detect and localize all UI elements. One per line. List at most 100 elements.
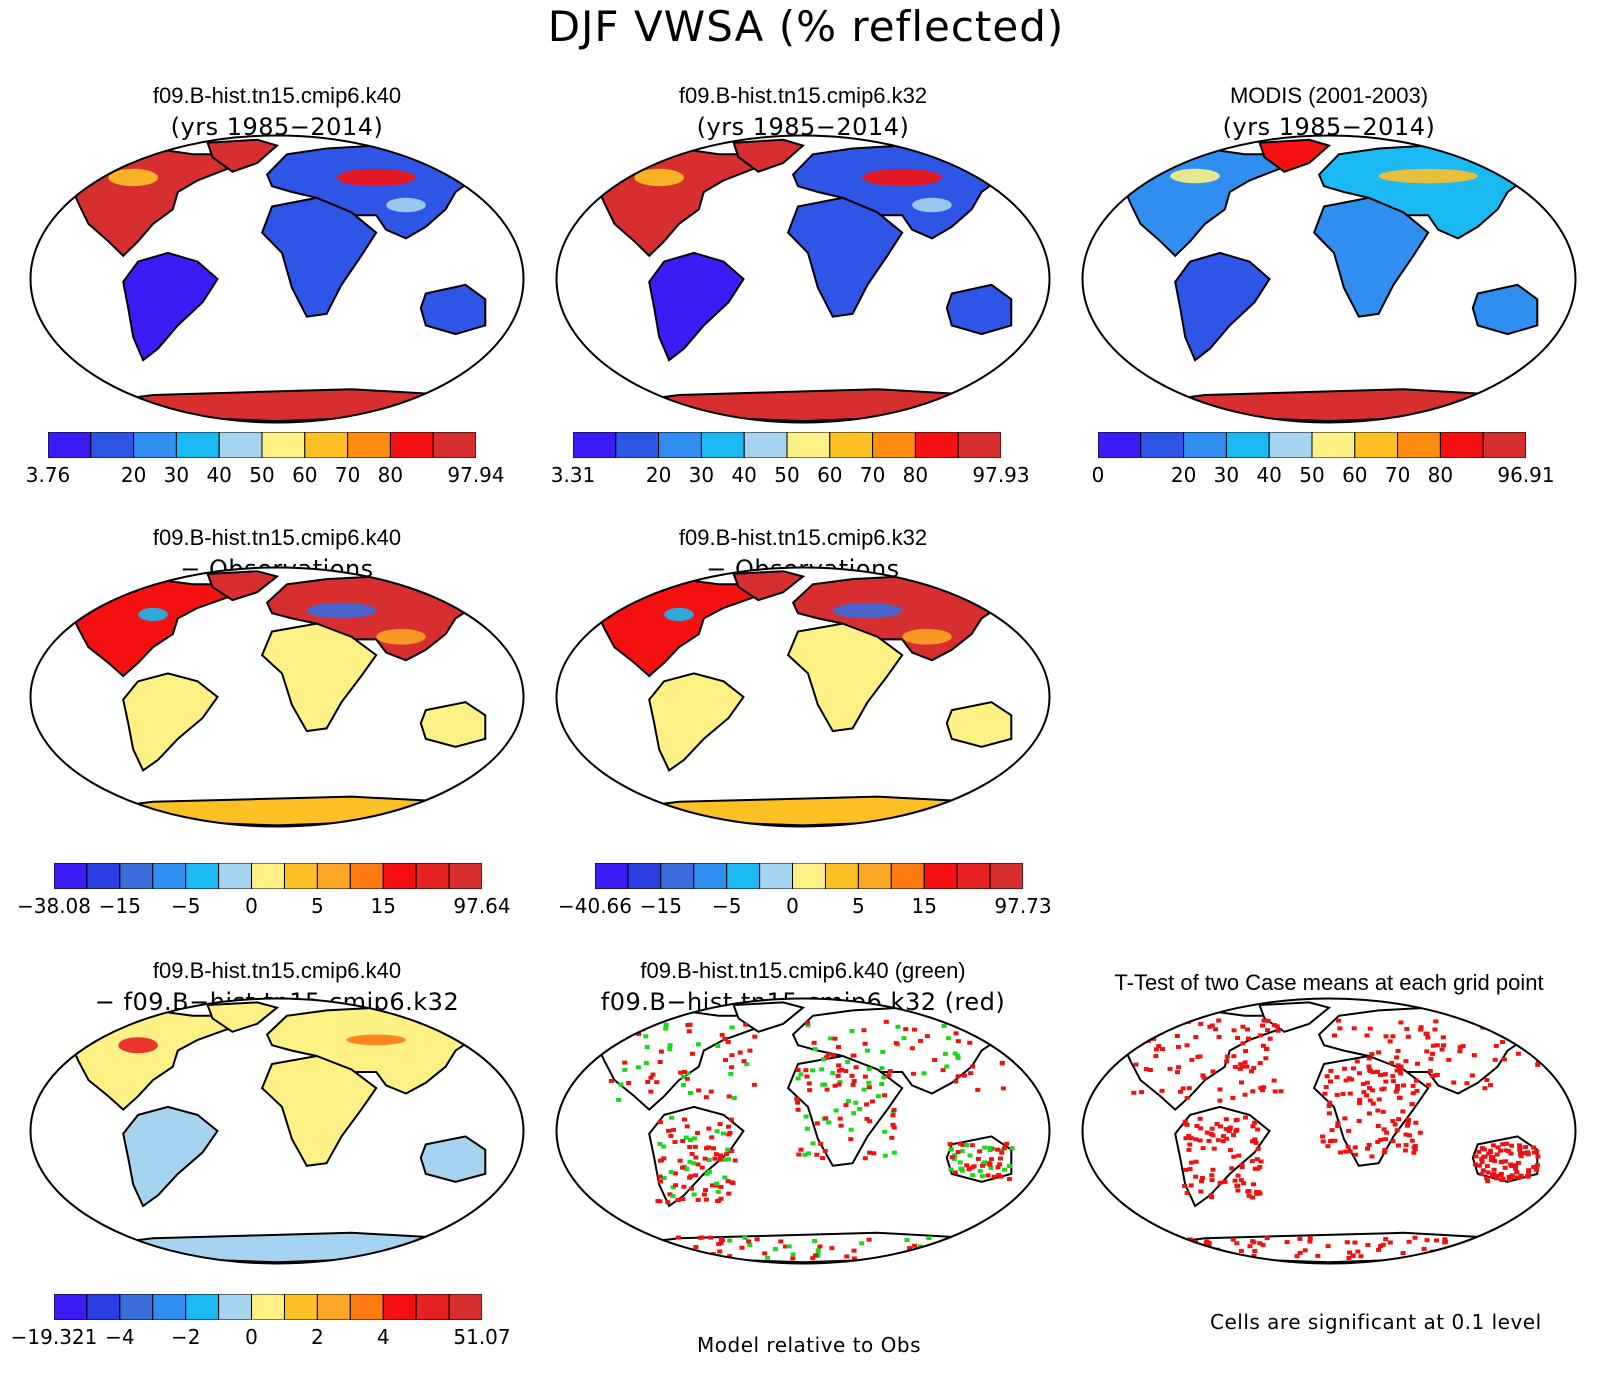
colorbar-swatch xyxy=(415,1294,450,1320)
significant-cell xyxy=(1206,1241,1212,1246)
significant-cell xyxy=(912,1250,918,1255)
colorbar-swatch xyxy=(792,863,826,889)
significant-cell xyxy=(703,1197,709,1202)
significant-cell xyxy=(1451,1080,1457,1085)
significant-cell xyxy=(1334,1075,1340,1080)
significant-cell xyxy=(692,1144,698,1149)
significant-cell xyxy=(1175,1044,1181,1049)
significant-cell xyxy=(1239,1165,1245,1170)
significant-cell xyxy=(1232,1064,1238,1069)
significant-cell xyxy=(1197,1116,1203,1121)
colorbar-swatch xyxy=(175,432,220,458)
significant-cell xyxy=(1217,1180,1223,1185)
significant-cell xyxy=(911,1027,917,1032)
significant-cell xyxy=(1389,1060,1395,1065)
significant-cell xyxy=(890,1110,896,1115)
significant-cell xyxy=(680,1165,686,1170)
significant-cell xyxy=(969,1143,975,1148)
significant-cell xyxy=(1177,1243,1183,1248)
significant-cell xyxy=(862,1041,868,1046)
value-patch xyxy=(108,168,158,187)
significant-cell xyxy=(1227,1126,1233,1131)
significant-cell xyxy=(1177,1089,1183,1094)
significant-cell xyxy=(1334,1092,1340,1097)
significant-cell xyxy=(1528,1032,1534,1037)
colorbar-swatch xyxy=(185,1294,220,1320)
significant-cell xyxy=(615,1020,621,1025)
panel-title: f09.B-hist.tn15.cmip6.k32 xyxy=(678,83,928,108)
significant-cell xyxy=(1428,1056,1434,1061)
significant-cell xyxy=(1366,1064,1372,1069)
significant-cell xyxy=(918,1038,924,1043)
significant-cell xyxy=(680,1197,686,1202)
map-border xyxy=(1081,997,1577,1265)
landmass-africa xyxy=(1312,196,1430,318)
significant-cell xyxy=(1356,1071,1362,1076)
significant-cell xyxy=(798,1072,804,1077)
significant-cell xyxy=(688,1174,694,1179)
significant-cell xyxy=(988,1157,994,1162)
significant-cell xyxy=(921,1071,927,1076)
significant-cell xyxy=(1199,1246,1205,1251)
significant-cell xyxy=(1002,1031,1008,1036)
panel-title: f09.B-hist.tn15.cmip6.k32 xyxy=(678,525,928,550)
significant-cell xyxy=(1343,1149,1349,1154)
colorbar-label: 60 xyxy=(1342,463,1368,487)
significant-cell xyxy=(1147,1068,1153,1073)
colorbar xyxy=(54,863,482,889)
significant-cell xyxy=(644,1246,650,1251)
landmass-samerica xyxy=(648,672,745,772)
value-patch xyxy=(386,197,426,213)
significant-cell xyxy=(1350,1253,1356,1258)
colorbar-swatch xyxy=(251,863,285,889)
figure-title: DJF VWSA (% reflected) xyxy=(547,2,1065,51)
significant-cell xyxy=(728,1071,734,1076)
significant-cell xyxy=(1404,1123,1410,1128)
significant-cell xyxy=(963,1249,969,1254)
colorbar-swatch xyxy=(218,1294,253,1320)
significant-cell xyxy=(953,1079,959,1084)
landmass-australia xyxy=(419,1135,487,1183)
significant-cell xyxy=(1494,1152,1500,1157)
colorbar-label: 70 xyxy=(859,463,886,487)
significant-cell xyxy=(1263,1056,1269,1061)
significant-cell xyxy=(1390,1139,1396,1144)
significant-cell xyxy=(862,1074,868,1079)
colorbar-label: 97.93 xyxy=(972,463,1030,487)
significant-cell xyxy=(1514,1032,1520,1037)
significant-cell xyxy=(681,1184,687,1189)
significant-cell xyxy=(955,1150,961,1155)
significant-cell xyxy=(1406,1133,1412,1138)
significant-cell xyxy=(1532,1035,1538,1040)
significant-cell xyxy=(1158,1247,1164,1252)
significant-cell xyxy=(965,1241,971,1246)
significant-cell xyxy=(1409,1138,1415,1143)
significant-cell xyxy=(1513,1163,1519,1168)
significant-cell xyxy=(1490,1143,1496,1148)
colorbar-swatch xyxy=(1354,432,1399,458)
significant-cell xyxy=(1193,1035,1199,1040)
significant-cell xyxy=(1347,1149,1353,1154)
significant-cell xyxy=(1405,1118,1411,1123)
colorbar-swatch xyxy=(382,863,417,889)
significant-cell xyxy=(706,1169,712,1174)
significant-cell xyxy=(843,1068,849,1073)
significant-cell xyxy=(636,1031,642,1036)
significant-cell xyxy=(695,1131,701,1136)
significant-cell xyxy=(732,1158,738,1163)
significant-cell xyxy=(1131,1042,1137,1047)
significant-cell xyxy=(869,1099,875,1104)
significant-cell xyxy=(667,1255,673,1260)
colorbar-label: 30 xyxy=(688,463,715,487)
significant-cell xyxy=(958,1245,964,1250)
significant-cell xyxy=(1345,1144,1351,1149)
significant-cell xyxy=(851,1256,857,1261)
significant-cell xyxy=(689,1151,695,1156)
significant-cell xyxy=(1246,1036,1252,1041)
landmass-samerica xyxy=(648,251,745,362)
significant-cell xyxy=(1206,1138,1212,1143)
significant-cell xyxy=(648,1075,654,1080)
significant-cell xyxy=(811,1040,817,1045)
landmass-australia xyxy=(945,701,1013,748)
significant-cell xyxy=(764,1255,770,1260)
